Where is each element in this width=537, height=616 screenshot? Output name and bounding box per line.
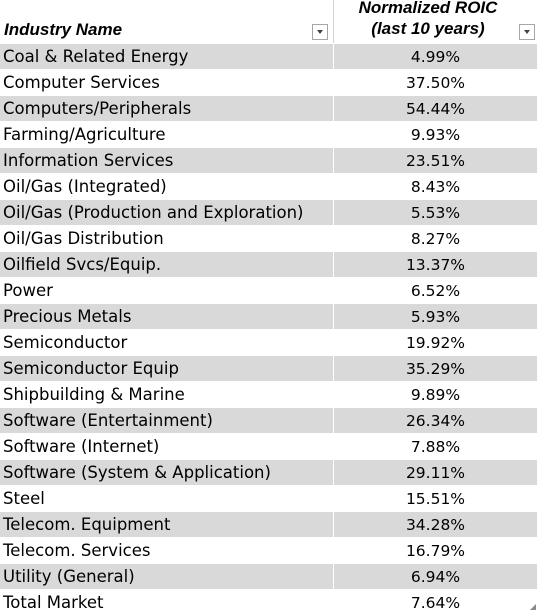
industry-name-cell[interactable]: Steel (3, 489, 45, 508)
column-header-industry-name[interactable]: Industry Name (4, 20, 123, 39)
roic-value-cell[interactable]: 8.43% (410, 178, 461, 196)
table-row[interactable]: Oil/Gas (Production and Exploration) 5.53… (0, 199, 537, 226)
cell-divider (333, 148, 334, 174)
table-body: Coal & Related Energy 4.99% Computer Servi… (0, 43, 537, 616)
cell-divider (333, 96, 334, 122)
industry-name-cell[interactable]: Oilfield Svcs/Equip. (3, 255, 162, 274)
industry-name-cell[interactable]: Precious Metals (3, 307, 132, 326)
roic-value-cell[interactable]: 5.53% (410, 204, 461, 222)
cell-divider (333, 356, 334, 382)
roic-value-cell[interactable]: 9.93% (410, 126, 461, 144)
cell-divider (333, 174, 334, 200)
industry-name-cell[interactable]: Utility (General) (3, 567, 135, 586)
table-row[interactable]: Telecom. Equipment 34.28% (0, 511, 537, 538)
cell-divider (333, 122, 334, 148)
roic-value-cell[interactable]: 4.99% (410, 48, 461, 66)
table-row[interactable]: Semiconductor 19.92% (0, 329, 537, 356)
roic-value-cell[interactable]: 6.94% (410, 568, 461, 586)
industry-name-cell[interactable]: Oil/Gas (Integrated) (3, 177, 167, 196)
industry-name-cell[interactable]: Coal & Related Energy (3, 47, 189, 66)
table-row[interactable]: Total Market 7.64% (0, 589, 537, 616)
industry-name-cell[interactable]: Semiconductor Equip (3, 359, 179, 378)
table-row[interactable]: Oilfield Svcs/Equip. 13.37% (0, 251, 537, 278)
cell-divider (333, 226, 334, 252)
roic-value-cell[interactable]: 6.52% (410, 282, 461, 300)
table-resize-handle-icon[interactable] (530, 604, 536, 610)
cell-divider (333, 460, 334, 486)
cell-divider (333, 512, 334, 538)
cell-divider (333, 278, 334, 304)
industry-name-cell[interactable]: Software (Internet) (3, 437, 160, 456)
roic-value-cell[interactable]: 13.37% (405, 256, 466, 274)
cell-divider (333, 408, 334, 434)
industry-name-cell[interactable]: Oil/Gas (Production and Exploration) (3, 203, 304, 222)
cell-divider (333, 252, 334, 278)
roic-value-cell[interactable]: 9.89% (410, 386, 461, 404)
industry-name-cell[interactable]: Semiconductor (3, 333, 128, 352)
table-row[interactable]: Telecom. Services 16.79% (0, 537, 537, 564)
cell-divider (333, 590, 334, 616)
roic-value-cell[interactable]: 19.92% (405, 334, 466, 352)
cell-divider (333, 200, 334, 226)
table-row[interactable]: Software (Entertainment) 26.34% (0, 407, 537, 434)
roic-value-cell[interactable]: 26.34% (405, 412, 466, 430)
table-row[interactable]: Information Services 23.51% (0, 147, 537, 174)
cell-divider (333, 538, 334, 564)
roic-value-cell[interactable]: 34.28% (405, 516, 466, 534)
industry-name-cell[interactable]: Total Market (3, 593, 104, 612)
industry-name-cell[interactable]: Telecom. Services (3, 541, 151, 560)
cell-divider (333, 486, 334, 512)
table-row[interactable]: Shipbuilding & Marine 9.89% (0, 381, 537, 408)
roic-value-cell[interactable]: 16.79% (405, 542, 466, 560)
table-row[interactable]: Steel 15.51% (0, 485, 537, 512)
cell-divider (333, 564, 334, 590)
roic-value-cell[interactable]: 7.88% (410, 438, 461, 456)
industry-name-cell[interactable]: Telecom. Equipment (3, 515, 171, 534)
table-row[interactable]: Coal & Related Energy 4.99% (0, 43, 537, 70)
table-row[interactable]: Oil/Gas Distribution 8.27% (0, 225, 537, 252)
roic-value-cell[interactable]: 5.93% (410, 308, 461, 326)
roic-value-cell[interactable]: 37.50% (405, 74, 466, 92)
table-row[interactable]: Precious Metals 5.93% (0, 303, 537, 330)
industry-name-cell[interactable]: Shipbuilding & Marine (3, 385, 185, 404)
cell-divider (333, 382, 334, 408)
roic-value-cell[interactable]: 8.27% (410, 230, 461, 248)
table-row[interactable]: Semiconductor Equip 35.29% (0, 355, 537, 382)
table-row[interactable]: Power 6.52% (0, 277, 537, 304)
cell-divider (333, 330, 334, 356)
roic-value-cell[interactable]: 15.51% (405, 490, 466, 508)
roic-value-cell[interactable]: 54.44% (405, 100, 466, 118)
cell-divider (333, 44, 334, 70)
roic-value-cell[interactable]: 23.51% (405, 152, 466, 170)
industry-name-cell[interactable]: Computer Services (3, 73, 160, 92)
roic-value-cell[interactable]: 7.64% (410, 594, 461, 612)
column-header-normalized-roic[interactable]: Normalized ROIC (last 10 years) (336, 0, 520, 39)
column-header-line-2: (last 10 years) (371, 19, 485, 38)
table-row[interactable]: Utility (General) 6.94% (0, 563, 537, 590)
roic-value-cell[interactable]: 35.29% (405, 360, 466, 378)
table-row[interactable]: Computers/Peripherals 54.44% (0, 95, 537, 122)
cell-divider (333, 304, 334, 330)
industry-name-cell[interactable]: Oil/Gas Distribution (3, 229, 164, 248)
cell-divider (333, 70, 334, 96)
industry-name-cell[interactable]: Computers/Peripherals (3, 99, 192, 118)
table-row[interactable]: Software (System & Application) 29.11% (0, 459, 537, 486)
industry-name-cell[interactable]: Farming/Agriculture (3, 125, 166, 144)
filter-dropdown-icon[interactable] (519, 24, 535, 40)
cell-divider (333, 434, 334, 460)
table-row[interactable]: Computer Services 37.50% (0, 69, 537, 96)
industry-name-cell[interactable]: Information Services (3, 151, 174, 170)
table-row[interactable]: Oil/Gas (Integrated) 8.43% (0, 173, 537, 200)
roic-value-cell[interactable]: 29.11% (405, 464, 466, 482)
table-header: Industry Name Normalized ROIC (last 10 y… (0, 0, 537, 43)
industry-name-cell[interactable]: Software (Entertainment) (3, 411, 213, 430)
table-row[interactable]: Software (Internet) 7.88% (0, 433, 537, 460)
filter-dropdown-icon[interactable] (312, 24, 328, 40)
column-header-line-1: Normalized ROIC (358, 0, 498, 17)
industry-name-cell[interactable]: Software (System & Application) (3, 463, 271, 482)
industry-name-cell[interactable]: Power (3, 281, 53, 300)
table-row[interactable]: Farming/Agriculture 9.93% (0, 121, 537, 148)
